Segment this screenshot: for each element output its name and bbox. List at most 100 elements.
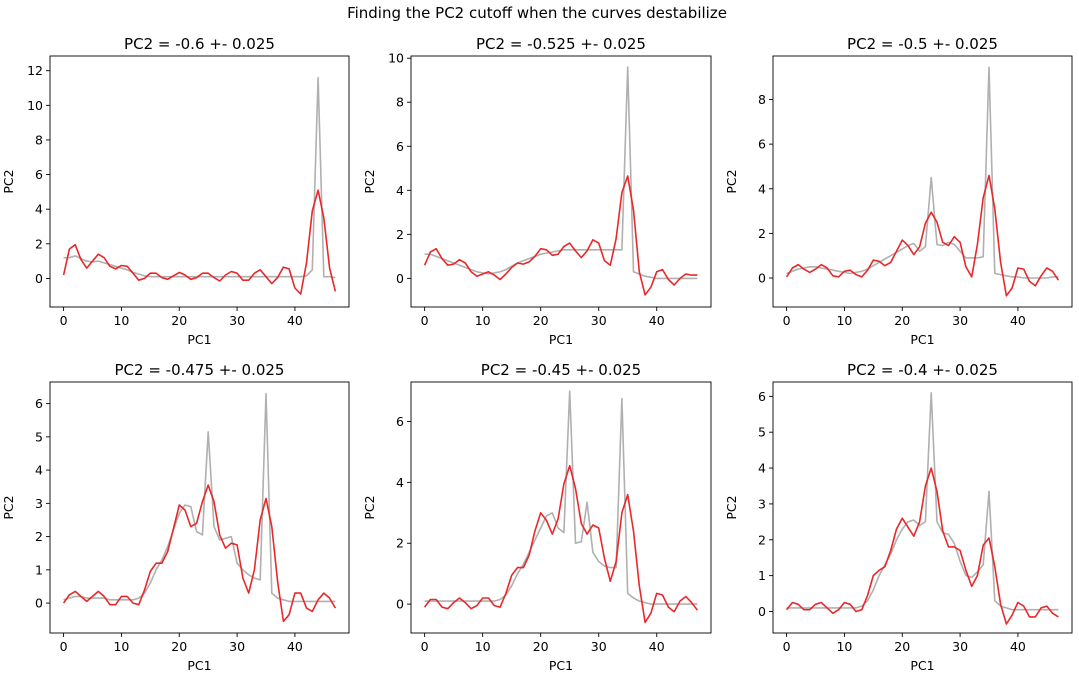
subplot-5: 0 10 20 30 40 0 2 4 6 PC2 = -0.45 +- 0.025 PC1 PC2 bbox=[362, 361, 712, 673]
raw-line bbox=[786, 66, 1059, 279]
raw-line bbox=[786, 391, 1059, 611]
y-tick-label: 4 bbox=[396, 183, 404, 198]
y-tick-label: 5 bbox=[758, 425, 766, 440]
x-tick-label: 0 bbox=[60, 313, 68, 328]
x-tick-label: 40 bbox=[287, 313, 303, 328]
raw-line bbox=[424, 390, 698, 605]
axes-frame bbox=[410, 381, 712, 634]
raw-line bbox=[63, 76, 336, 279]
subplot-title: PC2 = -0.525 +- 0.025 bbox=[476, 35, 646, 53]
y-tick-label: 8 bbox=[758, 92, 766, 107]
x-tick-label: 30 bbox=[229, 313, 245, 328]
x-tick-label: 30 bbox=[952, 639, 968, 654]
x-tick-label: 20 bbox=[533, 639, 549, 654]
y-tick-label: 0 bbox=[758, 270, 766, 285]
axes-frame bbox=[410, 55, 712, 308]
x-tick-label: 0 bbox=[783, 313, 791, 328]
y-tick-label: 6 bbox=[758, 389, 766, 404]
y-tick-label: 4 bbox=[758, 181, 766, 196]
x-axis-label: PC1 bbox=[187, 658, 211, 673]
figure-title: Finding the PC2 cutoff when the curves d… bbox=[347, 4, 727, 22]
x-tick-label: 0 bbox=[421, 639, 429, 654]
x-tick-label: 10 bbox=[836, 313, 852, 328]
x-axis-label: PC1 bbox=[910, 658, 934, 673]
y-tick-label: 2 bbox=[758, 532, 766, 547]
x-tick-label: 40 bbox=[649, 313, 665, 328]
y-tick-label: 4 bbox=[35, 202, 43, 217]
x-tick-label: 40 bbox=[1010, 313, 1026, 328]
x-tick-label: 0 bbox=[783, 639, 791, 654]
y-tick-label: 1 bbox=[35, 562, 43, 577]
y-tick-label: 4 bbox=[758, 461, 766, 476]
y-tick-label: 2 bbox=[758, 226, 766, 241]
y-tick-label: 8 bbox=[35, 132, 43, 147]
y-tick-label: 0 bbox=[35, 596, 43, 611]
x-tick-label: 20 bbox=[894, 639, 910, 654]
x-tick-label: 10 bbox=[836, 639, 852, 654]
y-tick-label: 10 bbox=[388, 51, 404, 66]
x-tick-label: 0 bbox=[421, 313, 429, 328]
y-axis-label: PC2 bbox=[1, 169, 16, 193]
y-axis-label: PC2 bbox=[724, 495, 739, 519]
smoothed-line bbox=[423, 464, 699, 624]
y-tick-label: 0 bbox=[35, 271, 43, 286]
x-tick-label: 40 bbox=[649, 639, 665, 654]
subplot-title: PC2 = -0.5 +- 0.025 bbox=[847, 35, 998, 53]
y-tick-label: 0 bbox=[396, 597, 404, 612]
y-tick-label: 6 bbox=[35, 396, 43, 411]
x-tick-label: 0 bbox=[60, 639, 68, 654]
subplot-title: PC2 = -0.4 +- 0.025 bbox=[847, 361, 998, 379]
subplot-2: 0 10 20 30 40 0 2 4 6 8 10 PC2 = -0.525 +- 0.025 PC1… bbox=[362, 35, 712, 347]
y-tick-label: 1 bbox=[758, 568, 766, 583]
y-tick-label: 3 bbox=[35, 496, 43, 511]
x-tick-label: 10 bbox=[113, 639, 129, 654]
y-tick-label: 0 bbox=[758, 604, 766, 619]
subplot-title: PC2 = -0.475 +- 0.025 bbox=[115, 361, 285, 379]
subplot-1: 0 10 20 30 40 0 2 4 6 8 10 12 PC2 = -0.6 +- 0.025 PC1… bbox=[1, 35, 350, 347]
y-tick-label: 0 bbox=[396, 271, 404, 286]
smoothed-line bbox=[62, 484, 337, 623]
y-tick-label: 10 bbox=[27, 98, 43, 113]
subplot-6: 0 10 20 30 40 0 1 2 3 4 5 6 PC2 = -0.4 +- 0.025 PC1 PC… bbox=[724, 361, 1073, 673]
smoothed-line bbox=[785, 467, 1059, 625]
axes-frame bbox=[49, 55, 350, 308]
axes-frame bbox=[49, 381, 350, 634]
x-tick-label: 20 bbox=[894, 313, 910, 328]
subplot-title: PC2 = -0.45 +- 0.025 bbox=[481, 361, 641, 379]
y-tick-label: 4 bbox=[35, 463, 43, 478]
y-axis-label: PC2 bbox=[724, 169, 739, 193]
x-axis-label: PC1 bbox=[187, 332, 211, 347]
x-tick-label: 10 bbox=[113, 313, 129, 328]
x-tick-label: 10 bbox=[475, 639, 491, 654]
y-tick-label: 3 bbox=[758, 496, 766, 511]
y-tick-label: 6 bbox=[396, 139, 404, 154]
y-axis-label: PC2 bbox=[362, 495, 377, 519]
y-tick-label: 4 bbox=[396, 475, 404, 490]
raw-line bbox=[63, 392, 336, 603]
axes-frame bbox=[772, 55, 1073, 308]
y-tick-label: 6 bbox=[396, 414, 404, 429]
y-tick-label: 6 bbox=[758, 137, 766, 152]
smoothed-line bbox=[62, 189, 337, 295]
raw-line bbox=[424, 66, 698, 280]
x-tick-label: 20 bbox=[533, 313, 549, 328]
y-tick-label: 2 bbox=[396, 227, 404, 242]
x-tick-label: 40 bbox=[1010, 639, 1026, 654]
x-tick-label: 30 bbox=[952, 313, 968, 328]
subplot-4: 0 10 20 30 40 0 1 2 3 4 5 6 PC2 = -0.475 +- 0.025 PC1… bbox=[1, 361, 350, 673]
y-axis-label: PC2 bbox=[1, 495, 16, 519]
subplot-3: 0 10 20 30 40 0 2 4 6 8 PC2 = -0.5 +- 0.025 PC1 PC2 bbox=[724, 35, 1073, 347]
x-tick-label: 30 bbox=[591, 639, 607, 654]
x-tick-label: 40 bbox=[287, 639, 303, 654]
y-tick-label: 2 bbox=[396, 536, 404, 551]
y-tick-label: 2 bbox=[35, 529, 43, 544]
y-tick-label: 5 bbox=[35, 429, 43, 444]
x-tick-label: 30 bbox=[591, 313, 607, 328]
smoothed-line bbox=[785, 174, 1060, 297]
x-axis-label: PC1 bbox=[910, 332, 934, 347]
x-tick-label: 20 bbox=[171, 639, 187, 654]
y-tick-label: 8 bbox=[396, 95, 404, 110]
smoothed-line bbox=[423, 175, 698, 296]
x-axis-label: PC1 bbox=[549, 658, 573, 673]
y-tick-label: 12 bbox=[27, 63, 43, 78]
